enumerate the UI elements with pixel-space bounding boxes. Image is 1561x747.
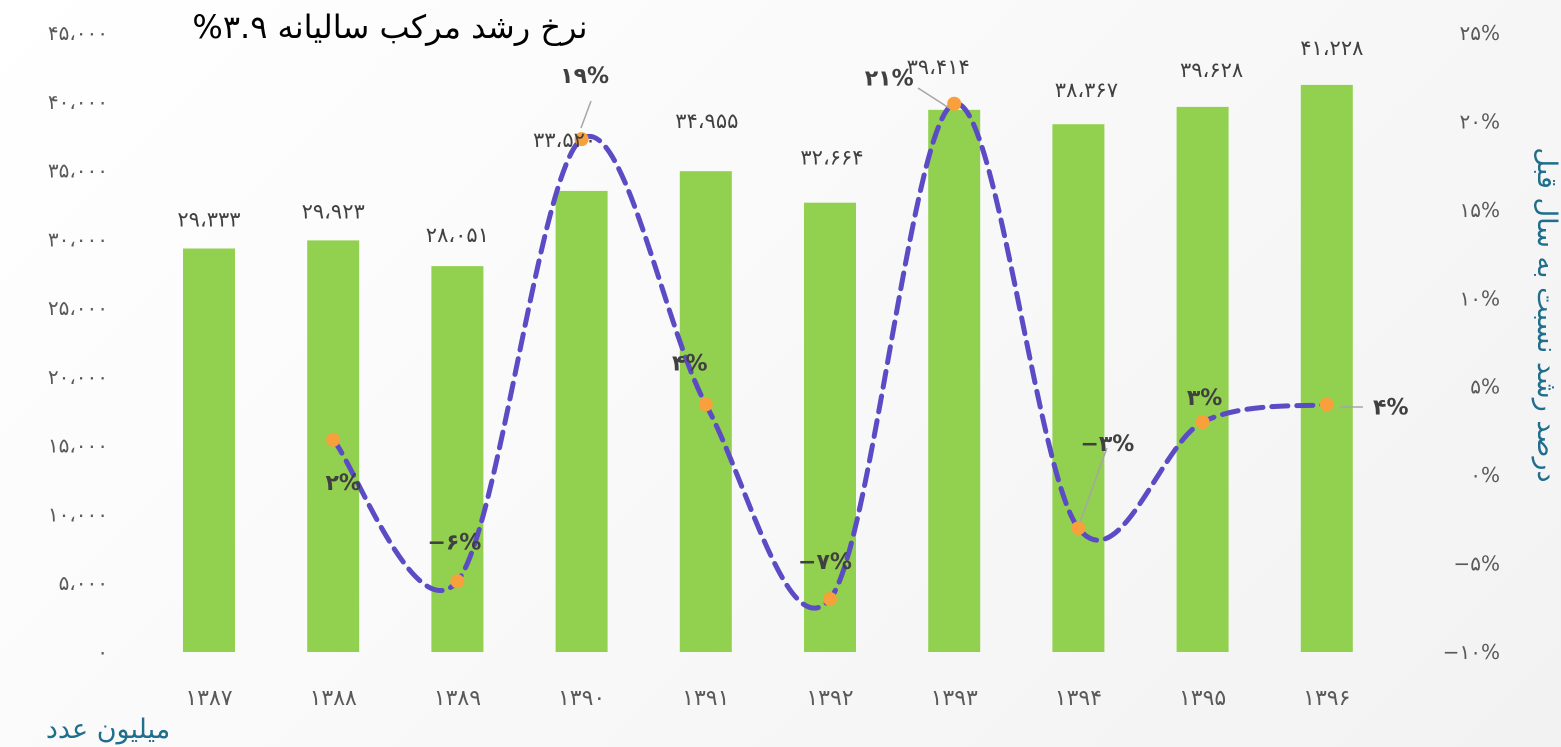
bar-9: [1176, 106, 1229, 653]
y2-tick-label-6: ۱۵%: [1460, 198, 1501, 222]
y-tick-label-6: ۲۵،۰۰۰: [48, 296, 108, 320]
x-tick-label-9: ۱۳۹۵: [1179, 686, 1226, 711]
pct-label-2: −۶%: [427, 530, 481, 555]
pct-label-7: −۳%: [1080, 432, 1134, 457]
bar-value-label-4: ۳۳،۵۲۰: [533, 128, 596, 152]
y2-tick-label-4: ۵%: [1470, 375, 1500, 399]
bar-value-label-10: ۴۱،۲۲۸: [1300, 36, 1363, 60]
bar-value-label-1: ۲۹،۳۳۳: [177, 208, 240, 232]
y2-tick-label-1: −۱۰%: [1443, 640, 1500, 664]
pct-leader-7: [1079, 447, 1108, 523]
x-tick-label-10: ۱۳۹۶: [1303, 686, 1350, 711]
left-axis-title: میلیون عدد: [46, 714, 170, 745]
y-tick-label-10: ۴۵،۰۰۰: [48, 21, 108, 45]
x-tick-label-6: ۱۳۹۲: [806, 686, 853, 711]
growth-marker-2: [450, 574, 465, 589]
growth-marker-8: [1195, 415, 1210, 430]
pct-label-5: −۷%: [798, 550, 852, 575]
pct-label-8: ۳%: [1187, 386, 1222, 411]
bar-value-label-3: ۲۸،۰۵۱: [426, 223, 489, 247]
y2-tick-label-3: ۰%: [1470, 463, 1500, 487]
growth-marker-1: [326, 432, 341, 447]
pct-label-1: ۲%: [325, 471, 360, 496]
y2-tick-label-8: ۲۵%: [1460, 21, 1501, 45]
growth-marker-3: [574, 132, 589, 147]
x-tick-label-1: ۱۳۸۷: [185, 686, 232, 711]
growth-marker-6: [947, 96, 962, 111]
bar-value-label-8: ۳۸،۳۶۷: [1055, 78, 1118, 102]
x-tick-label-8: ۱۳۹۴: [1055, 686, 1102, 711]
bar-value-label-9: ۳۹،۶۲۸: [1180, 58, 1243, 82]
y-tick-label-7: ۳۰،۰۰۰: [48, 227, 108, 251]
pct-label-6: ۲۱%: [865, 67, 914, 92]
bar-5: [679, 171, 732, 652]
bar-value-label-2: ۲۹،۹۲۳: [302, 199, 365, 223]
y-tick-label-8: ۳۵،۰۰۰: [48, 159, 108, 183]
y2-tick-label-5: ۱۰%: [1460, 286, 1501, 310]
pct-leader-6: [917, 87, 950, 109]
bar-3: [431, 266, 484, 652]
x-tick-label-2: ۱۳۸۸: [310, 686, 357, 711]
x-tick-label-5: ۱۳۹۱: [682, 686, 729, 711]
bar-7: [928, 109, 981, 653]
bar-4: [555, 190, 608, 653]
growth-marker-4: [698, 397, 713, 412]
bar-value-label-5: ۳۴،۹۵۵: [675, 109, 738, 133]
bar-value-label-6: ۳۲،۶۶۴: [800, 146, 863, 170]
y-tick-label-4: ۱۵،۰۰۰: [48, 434, 108, 458]
right-axis-title: درصد رشد نسبت به سال قبل: [1531, 147, 1561, 482]
x-tick-label-3: ۱۳۸۹: [434, 686, 481, 711]
y-tick-label-5: ۲۰،۰۰۰: [48, 365, 108, 389]
pct-label-4: ۴%: [672, 351, 707, 376]
y-tick-label-9: ۴۰،۰۰۰: [48, 90, 108, 114]
bar-6: [804, 202, 856, 652]
y-tick-label-3: ۱۰،۰۰۰: [48, 502, 108, 526]
pct-leader-3: [580, 100, 592, 129]
growth-marker-5: [823, 591, 837, 606]
pct-label-9: ۴%: [1373, 395, 1408, 420]
growth-marker-9: [1319, 397, 1334, 412]
bar-1: [183, 248, 235, 652]
x-tick-label-4: ۱۳۹۰: [558, 686, 605, 711]
y2-tick-label-2: −۵%: [1453, 552, 1500, 576]
pct-label-3: ۱۹%: [560, 64, 609, 89]
y-tick-label-2: ۵،۰۰۰: [59, 571, 108, 595]
y2-tick-label-7: ۲۰%: [1460, 109, 1501, 133]
x-tick-label-7: ۱۳۹۳: [931, 686, 978, 711]
bar-value-label-7: ۳۹،۴۱۴: [907, 55, 970, 79]
growth-marker-7: [1071, 521, 1086, 536]
bar-10: [1300, 84, 1353, 652]
y-tick-label-1: ۰: [97, 640, 108, 664]
bar-8: [1052, 124, 1105, 652]
chart-title: نرخ رشد مرکب سالیانه ۳.۹%: [192, 8, 587, 46]
